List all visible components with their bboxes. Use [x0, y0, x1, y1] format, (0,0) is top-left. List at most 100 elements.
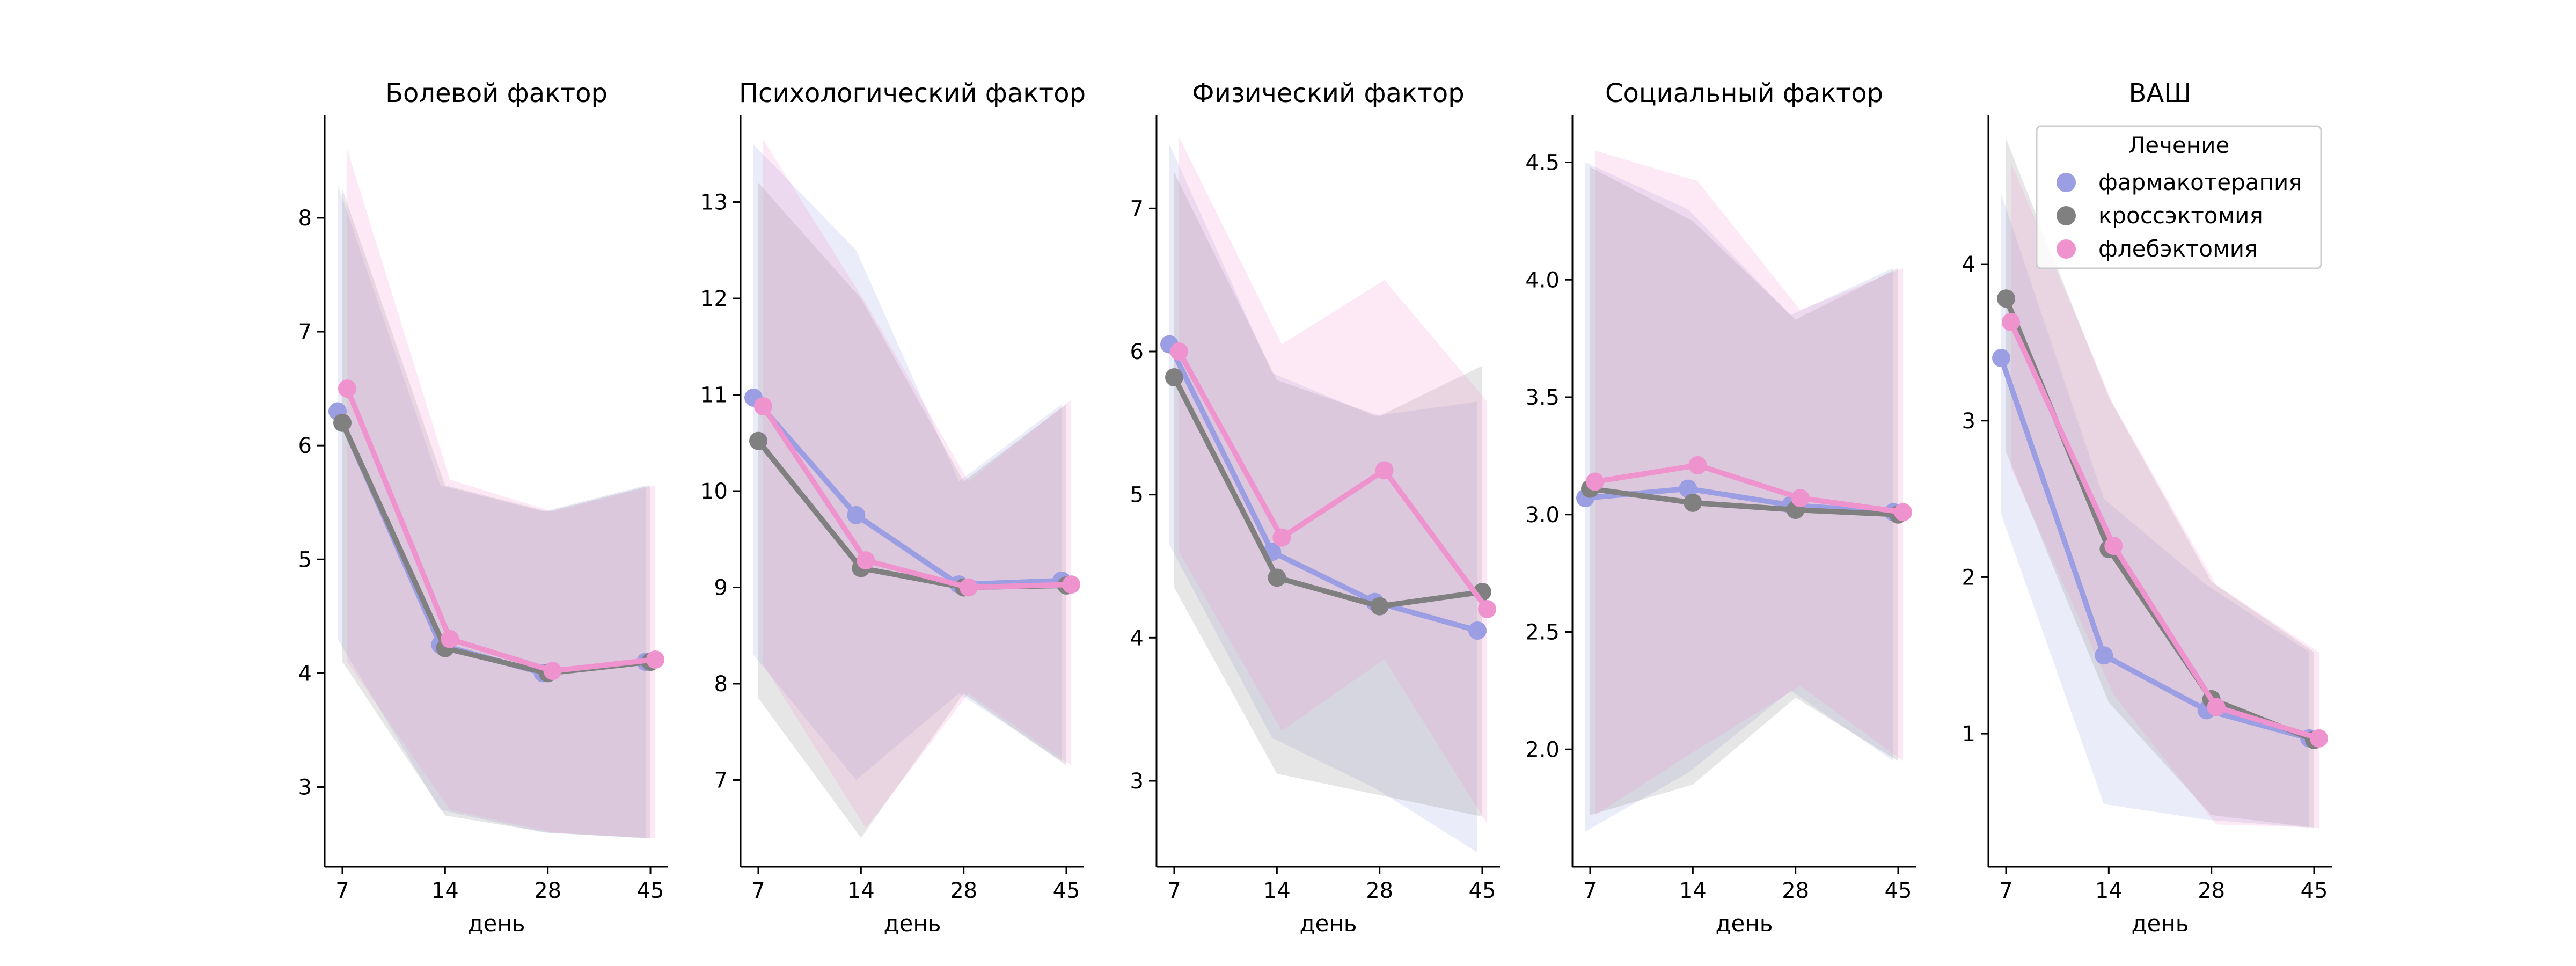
legend: Лечение фармакотерапия кроссэктомия флебэкт…	[2036, 125, 2322, 269]
legend-label: кроссэктомия	[2098, 202, 2263, 229]
x-tick-label: 28	[1366, 879, 1393, 903]
y-tick-label: 1	[1962, 722, 1975, 747]
ci-band	[2001, 193, 2309, 828]
data-point	[1370, 597, 1389, 616]
data-point	[749, 431, 767, 450]
series-line	[1172, 376, 1483, 609]
ci-band	[758, 182, 1066, 838]
y-tick-label: 10	[700, 479, 728, 504]
x-tick-label: 28	[1782, 879, 1809, 903]
data-point	[959, 578, 978, 597]
panel-2: 7 8 9 10 11 12 13 7 14 28 45 день Психологический фа…	[700, 78, 1086, 936]
data-point	[1997, 289, 2015, 308]
x-tick-label: 45	[637, 879, 664, 903]
data-point	[857, 551, 875, 570]
data-point	[2095, 646, 2113, 665]
legend-box	[2036, 125, 2322, 269]
ci-band	[753, 144, 1062, 780]
data-point	[2310, 729, 2328, 748]
x-tick-label: 45	[2301, 879, 2328, 903]
data-point	[646, 650, 664, 669]
y-tick-label: 7	[298, 320, 312, 345]
panel-4: 2.0 2.5 3.0 3.5 4.0 4.5 7 14 28 45 день Социальный …	[1525, 78, 1916, 936]
panel-title: ВАШ	[2128, 78, 2191, 108]
data-point	[1894, 503, 1912, 522]
y-tick-label: 8	[714, 672, 728, 697]
y-tick-label: 7	[1130, 196, 1144, 221]
series-line	[1590, 486, 1899, 517]
series-line	[751, 396, 1062, 588]
y-tick-label: 2.5	[1525, 620, 1560, 645]
x-axis-label: день	[1715, 910, 1773, 936]
data-point	[1165, 368, 1183, 386]
data-point	[2002, 313, 2020, 331]
y-tick-label: 4	[298, 661, 312, 686]
ci-band	[1174, 172, 1482, 817]
y-tick-label: 13	[700, 191, 728, 215]
data-point	[2207, 698, 2226, 716]
panel-title: Психологический фактор	[739, 78, 1086, 108]
data-point	[333, 413, 352, 432]
x-tick-label: 45	[1469, 879, 1496, 903]
y-tick-label: 3	[1962, 409, 1975, 434]
x-tick-label: 45	[1053, 879, 1080, 903]
ci-band	[342, 189, 650, 838]
data-point	[543, 662, 562, 680]
legend-title: Лечение	[2128, 132, 2230, 158]
legend-label: фармакотерапия	[2098, 169, 2302, 195]
y-tick-label: 12	[700, 287, 728, 311]
ci-band	[2006, 138, 2314, 828]
legend-label: флебэктомия	[2098, 236, 2258, 262]
data-point	[1684, 493, 1702, 512]
x-tick-label: 28	[2198, 879, 2225, 903]
y-tick-label: 6	[1130, 340, 1144, 364]
x-axis-label: день	[467, 910, 525, 936]
data-point	[1688, 456, 1707, 474]
panel-title: Болевой фактор	[385, 78, 608, 108]
x-tick-label: 7	[1583, 879, 1597, 903]
legend-marker	[2057, 206, 2076, 225]
panel-5: 1 2 3 4 7 14 28 45 день ВАШ	[1962, 78, 2332, 936]
panel-title: Физический фактор	[1192, 78, 1464, 108]
y-tick-label: 3	[298, 775, 312, 800]
data-point	[754, 397, 772, 416]
y-tick-label: 4.5	[1525, 151, 1560, 175]
x-tick-label: 14	[431, 879, 459, 903]
data-point	[1679, 479, 1697, 498]
y-tick-label: 11	[700, 383, 728, 408]
series-line	[1167, 343, 1479, 633]
series-line	[760, 405, 1072, 590]
y-tick-label: 6	[298, 434, 312, 458]
data-point	[1992, 349, 2010, 368]
data-point	[1478, 600, 1496, 618]
x-tick-label: 28	[950, 879, 977, 903]
ci-band	[1590, 167, 1898, 815]
y-tick-label: 5	[298, 547, 312, 572]
data-point	[338, 379, 356, 398]
x-tick-label: 14	[1263, 879, 1291, 903]
series-line	[1594, 462, 1904, 515]
data-point	[1268, 568, 1286, 587]
data-point	[1375, 461, 1394, 480]
series-line	[345, 387, 656, 674]
x-tick-label: 7	[335, 879, 349, 903]
series-line	[1999, 357, 2310, 741]
ci-band	[1169, 144, 1477, 853]
x-tick-label: 7	[1999, 879, 2012, 903]
y-tick-label: 5	[1130, 483, 1144, 508]
x-tick-label: 7	[751, 879, 765, 903]
x-tick-label: 14	[1679, 879, 1707, 903]
x-tick-label: 14	[847, 879, 875, 903]
data-point	[1062, 575, 1080, 594]
ci-band	[338, 184, 646, 838]
legend-marker	[2057, 239, 2076, 259]
x-tick-label: 45	[1885, 879, 1912, 903]
y-tick-label: 3	[1130, 769, 1144, 794]
panel-title: Социальный фактор	[1605, 78, 1883, 108]
x-axis-label: день	[1299, 910, 1357, 936]
y-tick-label: 3.5	[1525, 385, 1560, 410]
x-tick-label: 7	[1167, 879, 1181, 903]
